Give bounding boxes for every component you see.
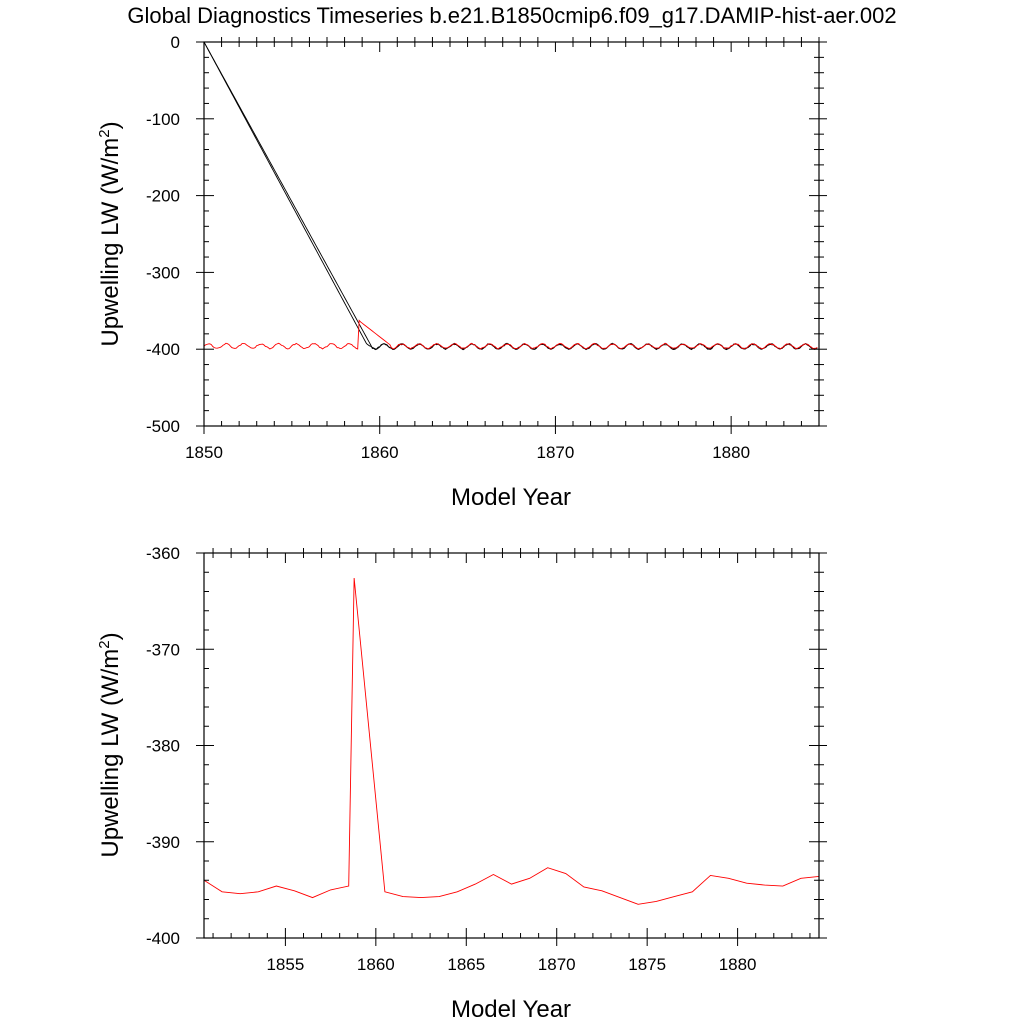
x-tick-label: 1870 xyxy=(538,955,576,974)
top-panel-frame xyxy=(203,41,820,427)
y-tick-label: -500 xyxy=(146,417,180,436)
top-panel-ticks xyxy=(196,37,827,434)
bottom-panel-y-axis-label-superscript: 2 xyxy=(96,640,113,648)
top-panel-y-axis-label-superscript: 2 xyxy=(96,129,113,137)
series-line-1 xyxy=(204,42,818,350)
top-panel: 1850 1860 1870 1880 0 -100 -200 -300 -400 -500 Mo… xyxy=(96,33,827,511)
top-panel-x-axis-label: Model Year xyxy=(451,484,571,511)
bottom-panel-series xyxy=(204,577,819,905)
top-panel-tick-labels: 1850 1860 1870 1880 0 -100 -200 -300 -400 -500 xyxy=(146,33,750,462)
figure-title: Global Diagnostics Timeseries b.e21.B185… xyxy=(127,3,896,28)
bottom-panel-y-axis-label: Upwelling LW (W/m2) xyxy=(96,632,124,857)
x-tick-label: 1860 xyxy=(357,955,395,974)
y-tick-label: -370 xyxy=(146,640,180,659)
y-tick-label: -300 xyxy=(146,263,180,282)
x-tick-label: 1850 xyxy=(185,443,223,462)
top-panel-y-axis-label-close: ) xyxy=(97,121,124,129)
bottom-panel-x-axis-label: Model Year xyxy=(451,996,571,1023)
y-tick-label: -380 xyxy=(146,737,180,756)
top-panel-series xyxy=(204,42,818,351)
x-tick-label: 1855 xyxy=(266,955,304,974)
series-line-2 xyxy=(204,319,818,350)
top-panel-y-axis-label: Upwelling LW (W/m2) xyxy=(96,121,124,346)
y-tick-label: -400 xyxy=(146,929,180,948)
series-line-0 xyxy=(204,42,818,351)
y-tick-label: 0 xyxy=(171,33,180,52)
bottom-panel-tick-labels: 1855 1860 1865 1870 1875 1880 -360 -370 -380 -390… xyxy=(146,544,757,974)
bottom-panel-ticks xyxy=(196,548,827,946)
x-tick-label: 1870 xyxy=(537,443,575,462)
x-tick-label: 1875 xyxy=(628,955,666,974)
series-line-0 xyxy=(204,577,819,905)
bottom-panel-frame xyxy=(203,552,820,939)
y-tick-label: -390 xyxy=(146,833,180,852)
y-tick-label: -360 xyxy=(146,544,180,563)
x-tick-label: 1860 xyxy=(361,443,399,462)
y-tick-label: -100 xyxy=(146,110,180,129)
x-tick-label: 1865 xyxy=(447,955,485,974)
bottom-panel: 1855 1860 1865 1870 1875 1880 -360 -370 -380 -390… xyxy=(96,544,827,1023)
x-tick-label: 1880 xyxy=(719,955,757,974)
x-tick-label: 1880 xyxy=(712,443,750,462)
y-tick-label: -400 xyxy=(146,340,180,359)
bottom-panel-y-axis-label-close: ) xyxy=(97,632,124,640)
y-tick-label: -200 xyxy=(146,187,180,206)
